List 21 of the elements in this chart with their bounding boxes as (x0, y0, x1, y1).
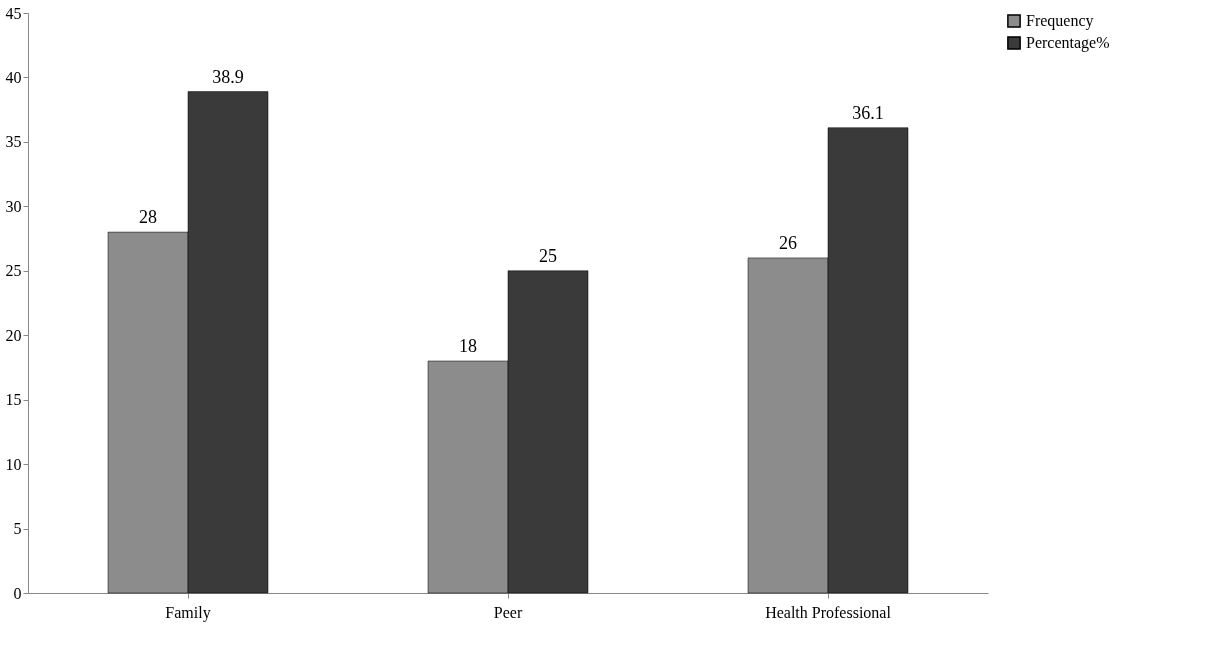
y-tick-label: 35 (5, 133, 22, 151)
data-label: 38.9 (212, 66, 244, 87)
data-label: 25 (539, 245, 557, 266)
x-tick-label: Peer (493, 603, 523, 621)
legend-label: Frequency (1026, 12, 1094, 30)
legend-label: Percentage% (1026, 34, 1110, 52)
y-tick-label: 15 (5, 391, 22, 409)
y-tick-label: 45 (5, 4, 22, 22)
data-label: 18 (459, 336, 477, 356)
data-label: 28 (139, 207, 157, 228)
data-label: 36.1 (852, 102, 884, 123)
y-tick-label: 20 (5, 326, 22, 344)
y-tick-label: 30 (5, 197, 22, 215)
y-tick-label: 25 (5, 262, 22, 280)
data-label: 26 (779, 232, 797, 253)
y-tick-label: 0 (13, 584, 22, 602)
x-tick-label: Health Professional (765, 603, 892, 621)
y-tick-label: 10 (5, 455, 22, 473)
x-tick-label: Family (165, 603, 211, 622)
y-tick-label: 40 (5, 68, 22, 86)
y-tick-label: 5 (13, 520, 22, 538)
